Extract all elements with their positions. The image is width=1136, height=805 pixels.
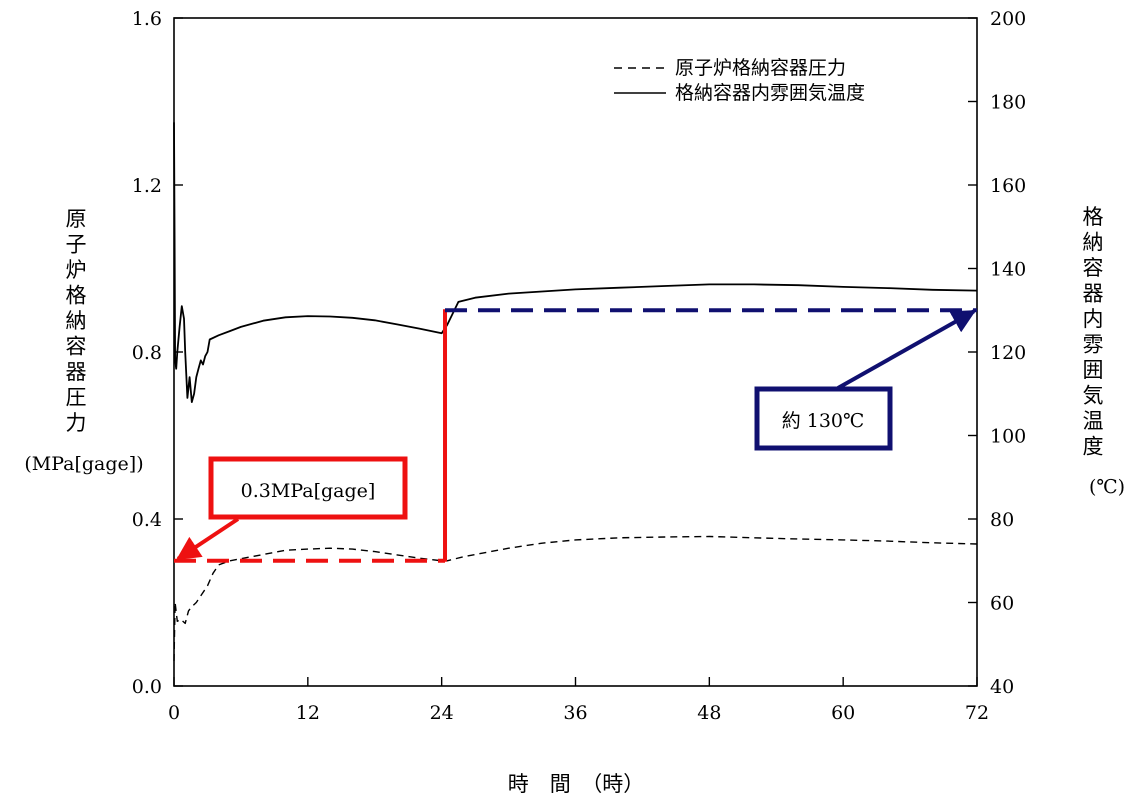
left-axis-title-char: 力 (66, 411, 87, 435)
right-axis-title-char: 格 (1083, 205, 1104, 229)
right-tick-label: 160 (990, 175, 1026, 197)
right-axis-title-char: 納 (1083, 231, 1104, 255)
left-tick-label: 0.8 (132, 342, 162, 364)
x-tick-label: 72 (965, 702, 989, 724)
right-tick-label: 80 (990, 509, 1014, 531)
right-axis-title-char: 囲 (1083, 358, 1104, 382)
right-tick-label: 60 (990, 593, 1014, 615)
temperature-callout-arrow (837, 309, 977, 390)
x-tick-label: 12 (296, 702, 320, 724)
series-line-pressure (173, 535, 978, 662)
x-axis-ticks: 0 12 24 36 48 60 72 (168, 677, 989, 724)
left-axis-unit: (MPa[gage]) (24, 453, 143, 475)
plot-frame (173, 17, 978, 687)
x-tick-label: 48 (697, 702, 721, 724)
right-axis-title-char: 器 (1083, 282, 1104, 306)
left-axis-title-char: 圧 (66, 386, 87, 410)
callout-pressure: 0.3MPa[gage] (208, 456, 408, 520)
right-axis-unit: (℃) (1089, 476, 1125, 498)
x-tick-label: 60 (831, 702, 855, 724)
right-tick-label: 100 (990, 426, 1026, 448)
right-tick-label: 200 (990, 8, 1026, 30)
callout-pressure-box (208, 456, 408, 520)
pressure-callout-arrow (175, 517, 240, 561)
x-tick-label: 36 (563, 702, 587, 724)
right-axis-title-char: 温 (1083, 409, 1104, 433)
series-layer (173, 122, 978, 662)
left-axis-title: 原子炉格納容器圧力 (66, 207, 87, 435)
left-axis-title-char: 炉 (66, 258, 87, 282)
annotation-layer (174, 308, 977, 563)
right-axis-title-char: 雰 (1083, 333, 1104, 357)
x-axis-title: 時 間 （時） (508, 772, 645, 796)
right-tick-label: 120 (990, 342, 1026, 364)
callout-pressure-text: 0.3MPa[gage] (241, 480, 376, 502)
right-axis-ticks: 40 60 80 100 120 140 160 180 200 (968, 8, 1026, 698)
left-tick-label: 1.6 (132, 8, 162, 30)
right-axis-title-char: 度 (1083, 435, 1104, 459)
legend-label-temperature: 格納容器内雰囲気温度 (675, 82, 865, 104)
right-tick-label: 140 (990, 259, 1026, 281)
series-line-temperature (173, 122, 978, 404)
right-axis-title: 格納容器内雰囲気温度 (1083, 205, 1104, 459)
callout-temperature-box (754, 386, 893, 451)
left-axis-title-char: 子 (66, 233, 87, 257)
right-tick-label: 40 (990, 676, 1014, 698)
left-axis-title-char: 容 (66, 335, 87, 359)
left-axis-title-char: 納 (66, 309, 87, 333)
left-tick-label: 0.4 (132, 509, 162, 531)
legend-label-pressure: 原子炉格納容器圧力 (675, 57, 846, 79)
left-axis-title-char: 器 (66, 360, 87, 384)
right-axis-title-char: 容 (1083, 256, 1104, 280)
right-tick-label: 180 (990, 92, 1026, 114)
x-tick-label: 24 (430, 702, 454, 724)
right-axis-title-char: 内 (1083, 307, 1104, 331)
left-axis-title-char: 格 (66, 284, 87, 308)
left-tick-label: 0.0 (132, 676, 162, 698)
legend: 原子炉格納容器圧力 格納容器内雰囲気温度 (614, 57, 865, 104)
callout-temperature: 約 130℃ (754, 386, 893, 451)
x-tick-label: 0 (168, 702, 180, 724)
left-axis-title-char: 原 (66, 207, 87, 231)
callout-temperature-text: 約 130℃ (782, 410, 865, 432)
left-tick-label: 1.2 (132, 175, 162, 197)
right-axis-title-char: 気 (1083, 384, 1104, 408)
